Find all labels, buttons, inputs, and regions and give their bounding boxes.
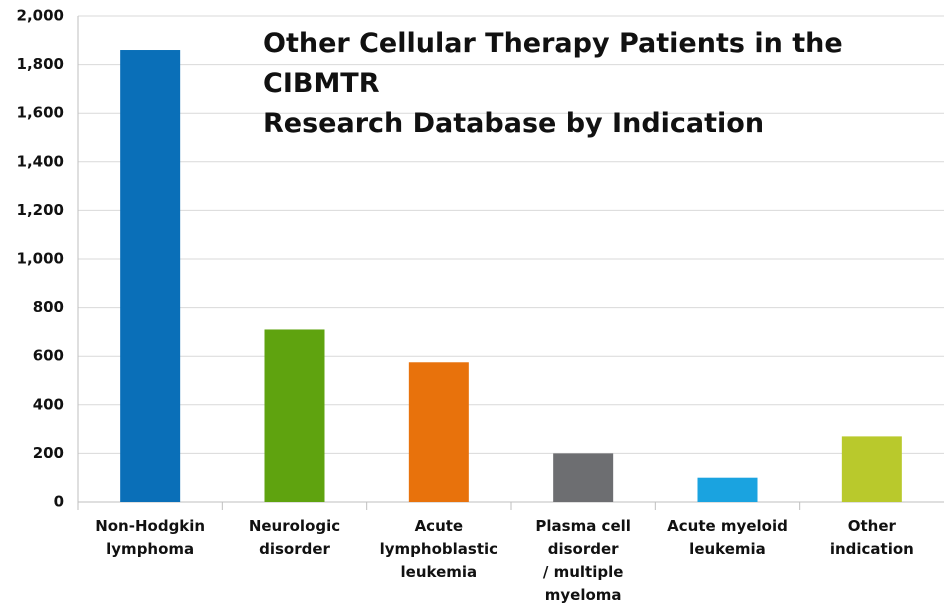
y-tick-label: 200 xyxy=(33,444,64,462)
x-tick-label: Acute lymphoblastic leukemia xyxy=(379,517,499,581)
y-tick-label: 1,200 xyxy=(17,201,64,219)
bar xyxy=(841,436,902,502)
chart-title: Other Cellular Therapy Patients in the C… xyxy=(263,28,843,139)
y-tick-label: 1,800 xyxy=(17,55,64,73)
y-tick-label: 1,600 xyxy=(17,104,64,122)
x-tick-label: Neurologic disorder xyxy=(248,517,341,558)
bar xyxy=(408,362,469,502)
bar xyxy=(264,329,325,502)
x-tick-label: Non-Hodgkin lymphoma xyxy=(95,517,206,558)
y-tick-label: 2,000 xyxy=(17,7,64,25)
x-tick-label: Plasma cell disorder / multiple myeloma xyxy=(535,517,631,604)
y-tick-label: 1,000 xyxy=(17,250,64,268)
x-tick-label: Acute myeloid leukemia xyxy=(667,517,788,558)
x-tick-label: Other indication xyxy=(829,517,914,558)
bar xyxy=(120,50,181,503)
y-tick-label: 600 xyxy=(33,347,64,365)
y-tick-label: 1,400 xyxy=(17,152,64,170)
y-tick-label: 800 xyxy=(33,298,64,316)
bar xyxy=(553,453,614,502)
bar xyxy=(697,477,758,502)
y-tick-label: 0 xyxy=(54,493,64,511)
y-tick-label: 400 xyxy=(33,395,64,413)
